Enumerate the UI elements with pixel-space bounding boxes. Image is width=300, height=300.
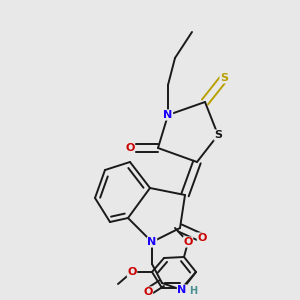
- Text: O: O: [197, 233, 207, 243]
- Text: O: O: [143, 287, 153, 297]
- Text: S: S: [220, 73, 228, 83]
- Text: O: O: [183, 237, 193, 247]
- Text: N: N: [177, 285, 187, 295]
- Text: O: O: [125, 143, 135, 153]
- Text: S: S: [214, 130, 222, 140]
- Text: N: N: [147, 237, 157, 247]
- Text: O: O: [127, 267, 137, 277]
- Text: N: N: [164, 110, 172, 120]
- Text: H: H: [189, 286, 197, 296]
